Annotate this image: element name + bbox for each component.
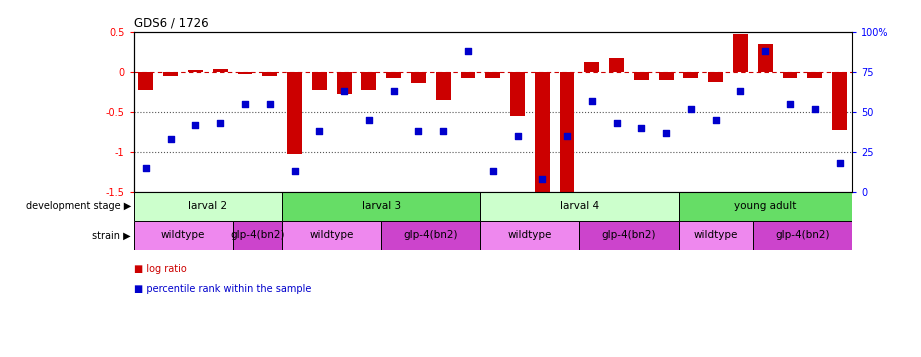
Point (362, 117, 377, 123)
Point (485, 168, 500, 174)
Bar (386, 72, 401, 79)
Bar (213, 69, 227, 72)
Text: glp-4(bn2): glp-4(bn2) (230, 230, 285, 240)
Bar (585, 62, 600, 72)
Bar (163, 72, 178, 76)
Point (659, 130, 673, 136)
Bar (282, 192, 481, 221)
Bar (683, 72, 698, 79)
Bar (481, 221, 579, 250)
Bar (282, 221, 381, 250)
Text: glp-4(bn2): glp-4(bn2) (403, 230, 458, 240)
Point (733, 89, 748, 94)
Point (460, 49, 475, 54)
Text: GDS6 / 1726: GDS6 / 1726 (134, 16, 208, 30)
Text: young adult: young adult (734, 201, 797, 211)
Bar (609, 59, 624, 72)
Point (808, 106, 822, 112)
Bar (481, 192, 679, 221)
Bar (832, 72, 847, 130)
Text: wildtype: wildtype (694, 230, 738, 240)
Bar (436, 72, 450, 100)
Bar (752, 221, 852, 250)
Bar (510, 72, 525, 116)
Bar (679, 221, 752, 250)
Text: wildtype: wildtype (161, 230, 205, 240)
Bar (758, 44, 773, 72)
Bar (138, 72, 154, 90)
Bar (560, 72, 575, 194)
Point (758, 49, 773, 54)
Point (436, 128, 450, 134)
Point (634, 125, 648, 131)
Bar (783, 72, 798, 79)
Point (411, 128, 426, 134)
Text: larval 3: larval 3 (362, 201, 401, 211)
Point (510, 133, 525, 139)
Bar (485, 72, 500, 77)
Text: wildtype: wildtype (309, 230, 354, 240)
Point (287, 168, 302, 174)
Bar (733, 34, 748, 72)
Bar (579, 221, 679, 250)
Text: development stage ▶: development stage ▶ (26, 201, 131, 211)
Bar (337, 72, 352, 94)
Text: ■ percentile rank within the sample: ■ percentile rank within the sample (134, 284, 311, 294)
Bar (659, 72, 673, 80)
Bar (460, 72, 475, 77)
Point (386, 89, 401, 94)
Point (188, 122, 203, 127)
Bar (188, 70, 203, 72)
Bar (134, 192, 282, 221)
Bar (634, 72, 648, 80)
Text: glp-4(bn2): glp-4(bn2) (601, 230, 657, 240)
Point (609, 120, 624, 126)
Bar (381, 221, 481, 250)
Text: larval 4: larval 4 (560, 201, 599, 211)
Bar (134, 221, 233, 250)
Point (833, 160, 847, 166)
Bar (411, 72, 426, 83)
Point (238, 101, 252, 107)
Bar (361, 72, 377, 90)
Bar (808, 72, 822, 79)
Text: larval 2: larval 2 (188, 201, 227, 211)
Bar (238, 72, 252, 75)
Text: strain ▶: strain ▶ (92, 230, 131, 240)
Bar (679, 192, 852, 221)
Bar (233, 221, 282, 250)
Point (535, 176, 550, 182)
Point (312, 128, 327, 134)
Point (683, 106, 698, 112)
Point (337, 89, 352, 94)
Point (262, 101, 277, 107)
Bar (262, 72, 277, 76)
Bar (535, 72, 550, 196)
Point (783, 101, 798, 107)
Point (213, 120, 227, 126)
Point (585, 98, 600, 104)
Point (138, 165, 153, 171)
Text: glp-4(bn2): glp-4(bn2) (775, 230, 830, 240)
Point (560, 133, 575, 139)
Point (163, 136, 178, 142)
Text: ■ log ratio: ■ log ratio (134, 264, 186, 274)
Bar (287, 72, 302, 154)
Point (708, 117, 723, 123)
Text: wildtype: wildtype (507, 230, 552, 240)
Bar (312, 72, 327, 90)
Bar (708, 72, 723, 82)
